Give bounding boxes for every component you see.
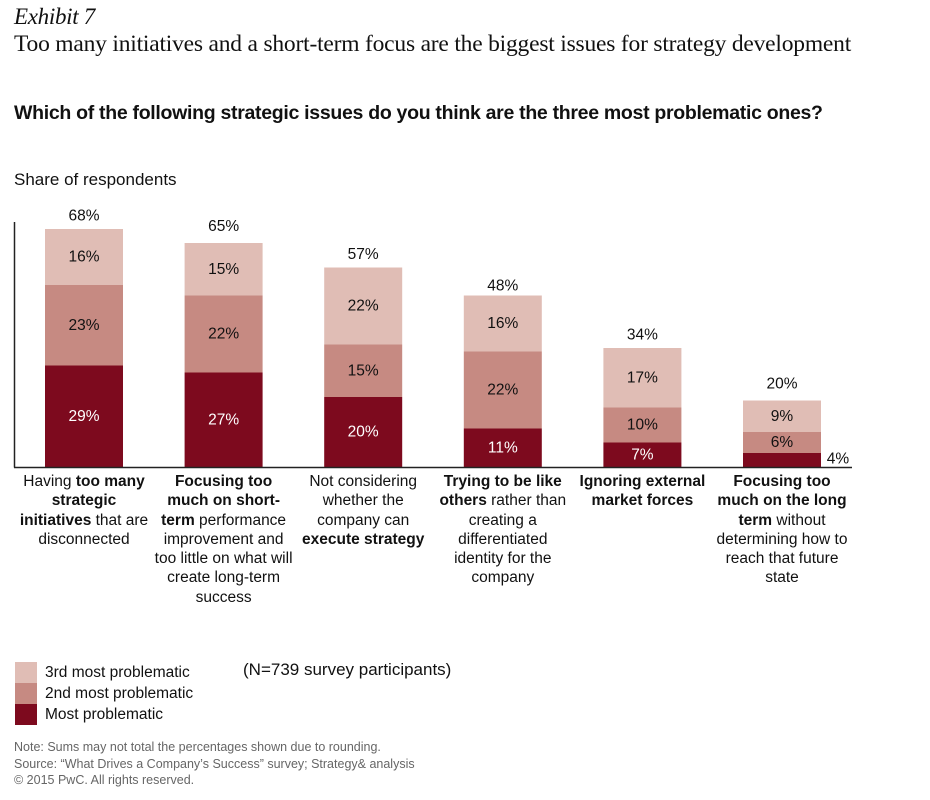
bar-segment-most [45, 365, 123, 467]
category-label: Not considering whether the company can … [293, 472, 433, 549]
legend-swatch-most [15, 704, 37, 725]
legend-label-most: Most problematic [45, 706, 164, 723]
data-label-second: 23% [68, 317, 99, 334]
bar-segment-most [743, 453, 821, 467]
data-label-most: 7% [631, 446, 654, 463]
total-label: 65% [208, 218, 239, 235]
bar-segment-third [324, 267, 403, 345]
data-label-most: 29% [68, 408, 99, 425]
legend-swatch-third [15, 662, 37, 683]
total-label: 57% [348, 246, 379, 263]
category-label: Having too many strategic initiatives th… [14, 472, 154, 549]
data-label-third: 22% [348, 298, 379, 315]
bar-segment-third [743, 400, 821, 432]
data-label-third: 17% [627, 369, 658, 386]
data-label-third: 9% [771, 408, 794, 425]
legend-label-third: 3rd most problematic [45, 664, 190, 681]
bar-segment-second [463, 351, 542, 429]
category-label: Focusing too much on the long term witho… [712, 472, 852, 588]
category-label: Ignoring external market forces [572, 472, 712, 511]
bar-segment-second [45, 285, 123, 366]
chart-question: Which of the following strategic issues … [14, 102, 823, 124]
total-label: 48% [487, 278, 518, 295]
bar-segment-most [324, 397, 403, 467]
data-label-most: 20% [348, 424, 379, 441]
category-label-bold: Focusing too much on the long term [717, 473, 847, 529]
category-label-text: rather than creating a differentiated id… [454, 492, 567, 587]
copyright-note: © 2015 PwC. All rights reserved. [14, 773, 195, 787]
data-label-most: 11% [488, 439, 518, 456]
data-label-third: 16% [487, 315, 518, 332]
category-label-bold: Trying to be like others [439, 473, 562, 510]
category-label: Trying to be like others rather than cre… [433, 472, 573, 588]
data-label-third: 15% [208, 261, 239, 278]
bar-group: 29% 23% 16% 68% [45, 208, 123, 467]
exhibit-number: Exhibit 7 [14, 4, 95, 29]
chart-title: Too many initiatives and a short-term fo… [14, 31, 852, 57]
category-label: Focusing too much on short-term performa… [154, 472, 294, 607]
bar-segment-most [463, 428, 542, 467]
y-axis-label: Share of respondents [14, 170, 177, 189]
data-label-second: 22% [208, 326, 239, 343]
data-label-second: 6% [771, 434, 794, 451]
total-label: 20% [766, 376, 797, 393]
bar-segment-most [184, 372, 263, 467]
bar-segment-second [603, 407, 682, 443]
data-label-most: 27% [208, 411, 239, 428]
bar-segment-third [184, 243, 263, 296]
category-label-text: Not considering whether the company can [309, 473, 418, 529]
bar-group: 27% 22% 15% 65% [184, 218, 263, 467]
category-label-bold: Focusing too much on short-term [161, 473, 280, 529]
sample-size-note: (N=739 survey participants) [243, 660, 452, 679]
data-label-second: 22% [487, 382, 518, 399]
footnotes: Note: Sums may not total the percentages… [14, 739, 415, 789]
legend-swatch-second [15, 683, 37, 704]
bar-segment-second [324, 344, 403, 397]
bar-segment-second [743, 432, 821, 453]
legend-label-second: 2nd most problematic [45, 685, 194, 702]
bar-segment-most [603, 442, 682, 467]
category-label-bold: execute strategy [302, 530, 425, 548]
data-label-second: 10% [627, 417, 658, 434]
bar-group: 4% 6% 9% 20% [743, 376, 849, 468]
bar-group: 7% 10% 17% 34% [603, 327, 682, 467]
data-label-second: 15% [348, 362, 379, 379]
bar-segment-third [463, 295, 542, 352]
rounding-note: Note: Sums may not total the percentages… [14, 740, 381, 754]
bar-group: 11% 22% 16% 48% [463, 278, 542, 467]
category-label-bold: Ignoring external market forces [579, 473, 706, 510]
category-label-text: without determining how to reach that fu… [716, 511, 848, 587]
data-label-most: 4% [827, 451, 850, 468]
category-label-bold: too many strategic initiatives [19, 473, 145, 529]
bars-layer: 29% 23% 16% 68% 27% 22% 15% 65% 20% 15% 22% 57% 11% 2… [45, 208, 849, 468]
source-note: Source: “What Drives a Company’s Success… [14, 756, 415, 771]
category-label-text: performance improvement and too little o… [154, 511, 293, 606]
bar-segment-third [45, 229, 123, 285]
category-label-text: that are disconnected [38, 511, 149, 548]
total-label: 68% [68, 208, 99, 225]
category-label-text: Having [23, 473, 76, 490]
total-label: 34% [627, 327, 658, 344]
bar-segment-third [603, 348, 682, 408]
bar-group: 20% 15% 22% 57% [324, 246, 403, 467]
bar-segment-second [184, 295, 263, 373]
data-label-third: 16% [68, 249, 99, 266]
